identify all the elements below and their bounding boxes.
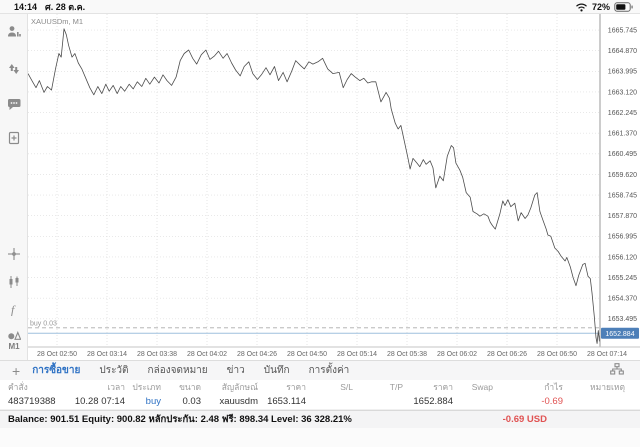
price-chart[interactable]: buy 0.03 1665.745 1664.870 1663.995 1663.120… [28,14,640,360]
cell: 483719388 [8,395,56,407]
window-layout-icon[interactable] [610,363,624,378]
profile-icon[interactable] [7,25,21,39]
price-axis-label: 1661.370 [608,131,637,138]
column-header: T/P [389,381,403,392]
column-header: สัญลักษณ์ [221,381,258,392]
time-axis-label: 28 Oct 02:50 [37,351,77,358]
new-chart-icon[interactable] [7,131,21,145]
timeframe-button[interactable]: M1 [8,342,20,351]
time-axis-label: 28 Oct 06:50 [537,351,577,358]
cell: 1652.884 [413,395,453,407]
current-price-badge [601,327,639,339]
clock: 14:14 [14,1,38,12]
floating-profit: -0.69 USD [502,414,547,425]
svg-text:f: f [11,303,16,317]
objects-icon[interactable] [7,327,21,341]
time-axis-label: 28 Oct 05:14 [337,351,377,358]
price-line-series [28,28,601,344]
push-arrows-icon[interactable] [7,62,21,76]
time-axis-label: 28 Oct 04:02 [187,351,227,358]
wifi-icon [575,2,588,12]
time-axis-label: 28 Oct 04:50 [287,351,327,358]
column-header: S/L [340,381,353,392]
column-header: ราคา [286,381,306,392]
tab-2[interactable]: กล่องจดหมาย [147,365,208,376]
time-axis-label: 28 Oct 07:14 [587,351,627,358]
column-header: กำไร [544,381,563,392]
bottom-spacer [0,428,640,447]
cell: xauusdm [219,395,258,407]
cell: -0.69 [541,395,563,407]
tab-5[interactable]: การตั้งค่า [308,365,350,376]
status-date: ศ. 28 ต.ค. [45,1,86,12]
price-axis-label: 1665.745 [608,27,637,34]
time-axis-label: 28 Oct 04:26 [237,351,277,358]
positions-table: คำสั่ง เวลา ประเภท ขนาด สัญลักษณ์ ราคา S/L T/P ร… [0,380,640,410]
balance-line: Balance: 901.51 Equity: 900.82 หลักประกั… [8,414,352,425]
chart-symbol-label: XAUUSDm, M1 [31,17,83,26]
time-axis-label: 28 Oct 05:38 [387,351,427,358]
chat-icon[interactable] [7,97,21,111]
price-axis-label: 1660.495 [608,151,637,158]
indicators-icon[interactable]: f [7,302,21,317]
price-axis-label: 1654.370 [608,296,637,303]
cell: 0.03 [182,395,202,407]
price-axis-label: 1659.620 [608,172,637,179]
column-header: ขนาด [179,381,201,392]
time-axis-label: 28 Oct 03:38 [137,351,177,358]
position-row[interactable]: 483719388 10.28 07:14 buy 0.03 xauusdm 1653.1… [0,393,640,410]
status-bar: 14:14 ศ. 28 ต.ค. 72% [0,0,640,14]
tab-4[interactable]: บันทึก [263,365,290,376]
sidebar: f M1 [0,14,28,360]
price-axis-label: 1663.995 [608,69,637,76]
price-axis-label: 1653.495 [608,316,637,323]
open-position-label: buy 0.03 [30,320,57,327]
price-axis-label: 1657.870 [608,213,637,220]
bottom-tab-bar: + การซื้อขาย ประวัติ กล่องจดหมาย ข่าว บันทึก… [0,360,640,380]
column-header: คำสั่ง [8,381,28,392]
price-axis-label: 1656.995 [608,234,637,241]
price-axis-label: 1658.745 [608,192,637,199]
battery-icon [614,1,634,12]
price-axis-label: 1656.120 [608,254,637,261]
tab-3[interactable]: ข่าว [226,365,245,376]
tab-0[interactable]: การซื้อขาย [32,365,81,376]
cell: 1653.114 [267,395,306,407]
chart-type-icon[interactable] [7,275,21,289]
positions-table-header: คำสั่ง เวลา ประเภท ขนาด สัญลักษณ์ ราคา S/L T/P ร… [0,380,640,393]
battery-percent: 72% [591,1,610,12]
column-header: Swap [471,381,493,392]
cell: buy [145,395,161,407]
price-axis-label: 1663.120 [608,89,637,96]
price-axis-label: 1662.245 [608,110,637,117]
tab-1[interactable]: ประวัติ [99,365,129,376]
time-axis-label: 28 Oct 06:26 [487,351,527,358]
crosshair-icon[interactable] [7,247,21,261]
price-axis-label: 1655.245 [608,275,637,282]
column-header: ประเภท [132,381,161,392]
column-header: หมายเหตุ [590,381,625,392]
column-header: ราคา [433,381,453,392]
price-axis-label: 1664.870 [608,48,637,55]
column-header: เวลา [107,381,125,392]
add-tab-button[interactable]: + [12,362,21,379]
current-price-value: 1652.884 [605,331,634,338]
time-axis-label: 28 Oct 03:14 [87,351,127,358]
time-axis-label: 28 Oct 06:02 [437,351,477,358]
cell: 10.28 07:14 [74,395,125,407]
account-summary-bar: Balance: 901.51 Equity: 900.82 หลักประกั… [0,410,640,428]
